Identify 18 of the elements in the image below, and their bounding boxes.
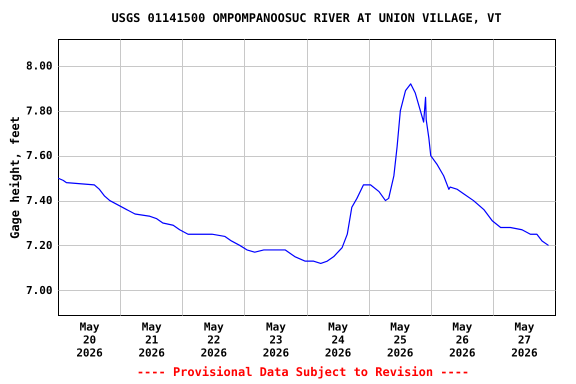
y-tick-label: 7.00	[26, 284, 52, 297]
y-tick-label: 7.20	[26, 238, 52, 252]
line-series	[58, 83, 550, 264]
y-tick-label: 7.40	[26, 194, 52, 208]
x-tick-label: May 24 2026	[324, 320, 352, 360]
x-tick-label: May 22 2026	[200, 320, 228, 360]
y-tick-label: 8.00	[26, 59, 52, 72]
x-tick-label: May 25 2026	[386, 320, 414, 360]
y-axis-title: Gage height, feet	[8, 116, 22, 239]
y-tick-label: 7.60	[26, 149, 52, 162]
text: ---- Provisional Data Subject to Revision ----	[136, 365, 470, 379]
x-tick-label: May 20 2026	[76, 320, 104, 360]
x-tick-label: May 27 2026	[511, 320, 538, 360]
chart-title: USGS 01141500 OMPOMPANOOSUC RIVER AT UNION VILLAGE, VT	[111, 11, 502, 25]
x-tick-label: May 21 2026	[138, 320, 166, 360]
x-tick-label: May 26 2026	[449, 320, 476, 360]
y-tick-label: 7.80	[26, 104, 52, 118]
x-tick-label: May 23 2026	[262, 320, 290, 360]
